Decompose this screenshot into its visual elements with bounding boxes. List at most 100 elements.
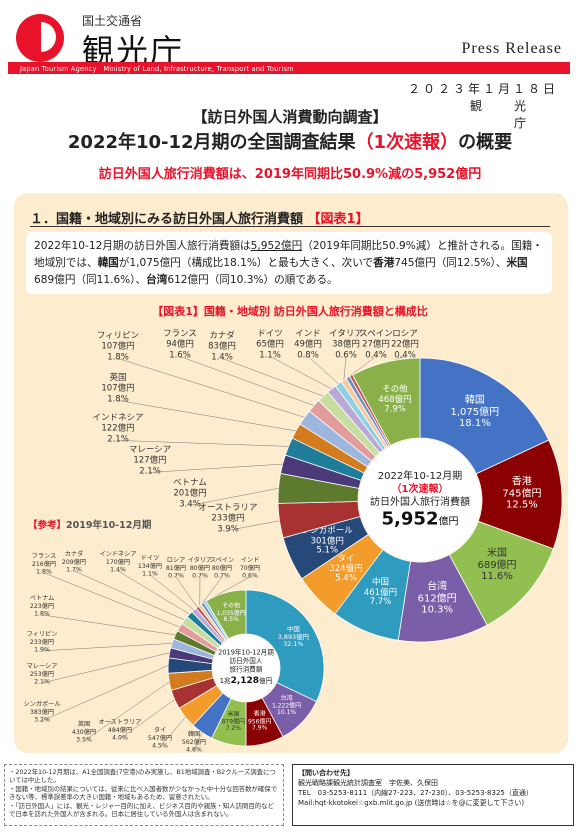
release-date: ２０２３年１月１８日 [407, 82, 558, 96]
ref-donut-leader-line [193, 732, 203, 751]
main-donut-slice-name: シンガポール [302, 525, 354, 536]
ref-donut-outside-name: マレーシア [27, 663, 58, 670]
main-donut-leader-line [149, 463, 283, 473]
summary-text: （2019年同期比50.9%減）と推計される。国籍・地域別では、 [34, 240, 543, 269]
main-donut-outside-value: 65億円 [256, 339, 284, 350]
main-donut-slice-pct: 5.4% [335, 573, 357, 583]
summary-country: 香港 [373, 257, 395, 269]
contact-department: 観光戦略課観光統計調査室 宇佐美、久保田 [298, 779, 438, 787]
main-donut-outside-pct: 1.8% [107, 352, 129, 362]
ref-donut-outside-value: 233億円 [30, 638, 54, 646]
main-donut-leader-line [307, 356, 339, 384]
main-donut-leader-line [117, 358, 305, 418]
main-donut-slice-value: 1,075億円 [451, 405, 500, 418]
reference-title: 【参考】2019年10-12月期 [28, 517, 151, 531]
ref-donut-outside-name: オーストラリア [98, 719, 141, 726]
main-donut-leader-line [179, 356, 314, 406]
ref-donut-outside-pct: 4.0% [112, 735, 128, 742]
contact-heading: 【問い合わせ先】 [298, 769, 354, 777]
main-donut-center-label: 訪日外国人旅行消費額 [370, 495, 470, 508]
main-donut-slice-pct: 18.1% [459, 418, 491, 429]
ref-donut-outside-pct: 1.9% [34, 647, 50, 654]
contact-box: 【問い合わせ先】 観光戦略課観光統計調査室 宇佐美、久保田 TEL 03-525… [292, 764, 574, 826]
summary-text: 612億円（同10.3%）の順である。 [167, 274, 338, 286]
survey-subtitle: 【訪日外国人消費動向調査】 [192, 108, 388, 126]
section-divider [30, 226, 550, 227]
ref-donut-outside-value: 216億円 [32, 560, 56, 568]
main-donut-outside-value: 201億円 [173, 488, 206, 499]
main-donut-leader-line [347, 356, 377, 378]
main-donut-slice-name: その他 [382, 384, 408, 395]
main-donut-center-number: 5,952 [382, 509, 439, 530]
ref-donut-leader-line [119, 699, 175, 740]
ref-donut-outside-pct: 0.7% [214, 573, 230, 580]
ref-donut-outside-name: ロシア [167, 557, 186, 564]
headline: 訪日外国人旅行消費額は、2019年同期比50.9%減の5,952億円 [98, 167, 482, 182]
main-donut-slice-pct: 10.3% [421, 605, 453, 616]
main-donut-outside-pct: 1.1% [259, 350, 281, 360]
ref-donut-leader-line [43, 572, 180, 628]
ref-donut-outside-name: 韓国 [188, 730, 200, 738]
ref-donut-slice-value: 956億円 [248, 717, 271, 725]
ref-donut-leader-line [41, 652, 170, 684]
main-donut-outside-name: フランス [163, 329, 197, 339]
main-donut-center-unit: 億円 [438, 515, 458, 528]
main-donut-slice [419, 357, 550, 475]
contact-email[interactable]: Mail:hqt-kkotokei☆gxb.mlit.go.jp (送信時は☆を… [298, 799, 525, 807]
ref-donut-center-label: 旅行消費額 [230, 664, 263, 673]
ref-donut-outside-value: 134億円 [138, 562, 162, 570]
main-donut-slice-value: 324億円 [329, 563, 362, 574]
ref-donut-outside-name: 英国 [78, 720, 90, 728]
main-donut-outside-pct: 3.4% [179, 499, 201, 509]
notes-box: ・2022年10-12月期は、A1全国調査(7空港)のみ実施し、B1地域調査・B… [4, 764, 284, 826]
ref-donut-outside-value: 223億円 [30, 602, 54, 610]
ministry-name: 国土交通省 [82, 14, 143, 28]
ref-donut-outside-name: インドネシア [99, 551, 136, 558]
main-donut-slice-pct: 12.5% [506, 500, 538, 511]
ref-donut-slice-name: 台湾 [281, 694, 293, 702]
section-heading: １．国籍・地域別にみる訪日外国人旅行消費額 【図表1】 [30, 208, 369, 227]
ref-donut-outside-name: イタリア [188, 556, 213, 564]
main-donut-outside-pct: 0.6% [335, 350, 357, 360]
main-donut-outside-value: 27億円 [362, 339, 390, 350]
main-donut-outside-value: 22億円 [391, 339, 419, 350]
ref-donut-center-label: 訪日外国人 [230, 656, 263, 665]
page-title: 2022年10-12月期の全国調査結果（1次速報）の概要 [0, 128, 580, 154]
ref-donut-slice-pct: 10.1% [277, 709, 296, 716]
figure-title: 【図表1】国籍・地域別 訪日外国人旅行消費額と構成比 [152, 305, 428, 318]
ref-donut-outside-name: ベトナム [30, 595, 55, 602]
main-donut-outside-pct: 1.6% [169, 350, 191, 360]
ref-donut-outside-value: 170億円 [106, 558, 130, 566]
main-donut-outside-name: ロシア [392, 329, 418, 339]
note-item: ・国籍・地域別の結果については、従来に比べ入国者数が少なかった中十分な回答数が確… [9, 784, 278, 802]
main-donut-slice-pct: 7.9% [384, 404, 406, 414]
ref-donut-outside-pct: 0.7% [168, 573, 184, 580]
ref-donut-slice-name: 中国 [287, 624, 300, 633]
ref-donut-outside-pct: 3.2% [34, 717, 50, 724]
main-donut-outside-pct: 3.9% [217, 524, 239, 534]
ref-donut-outside-name: シンガポール [23, 700, 60, 708]
main-donut-slice-pct: 7.7% [370, 597, 392, 607]
section-heading-tag: 【図表1】 [307, 212, 369, 227]
ref-donut-outside-value: 70億円 [240, 564, 260, 572]
ref-donut-slice-value: 879億円 [222, 718, 245, 726]
ref-donut-outside-name: インド [241, 557, 260, 564]
ref-donut-outside-value: 562億円 [182, 738, 206, 746]
ref-donut-slice [205, 589, 247, 640]
ref-donut-slice-value: 1,222億円 [272, 702, 301, 710]
ref-donut-slice-pct: 7.9% [252, 725, 268, 732]
main-donut-outside-name: ドイツ [257, 329, 283, 339]
main-donut-outside-value: 38億円 [332, 339, 360, 350]
main-donut-center-value: 5,952億円 [382, 509, 459, 530]
ref-donut-leader-line [73, 570, 185, 621]
ref-donut-leader-line [41, 665, 169, 722]
ref-donut-center-prefix: 1兆 [220, 676, 231, 685]
main-donut-slice-name: 韓国 [465, 394, 485, 406]
ref-donut-slice-value: 1,035億円 [217, 609, 246, 617]
ref-donut-outside-name: スペイン [210, 557, 234, 564]
ref-donut-outside-value: 484億円 [108, 726, 132, 734]
ref-donut-outside-pct: 1.8% [36, 569, 52, 576]
main-donut-slice-name: 台湾 [427, 580, 447, 593]
main-donut-slice-value: 461億円 [364, 587, 397, 598]
title-main: 2022年10-12月期の全国調査結果 [67, 132, 356, 153]
